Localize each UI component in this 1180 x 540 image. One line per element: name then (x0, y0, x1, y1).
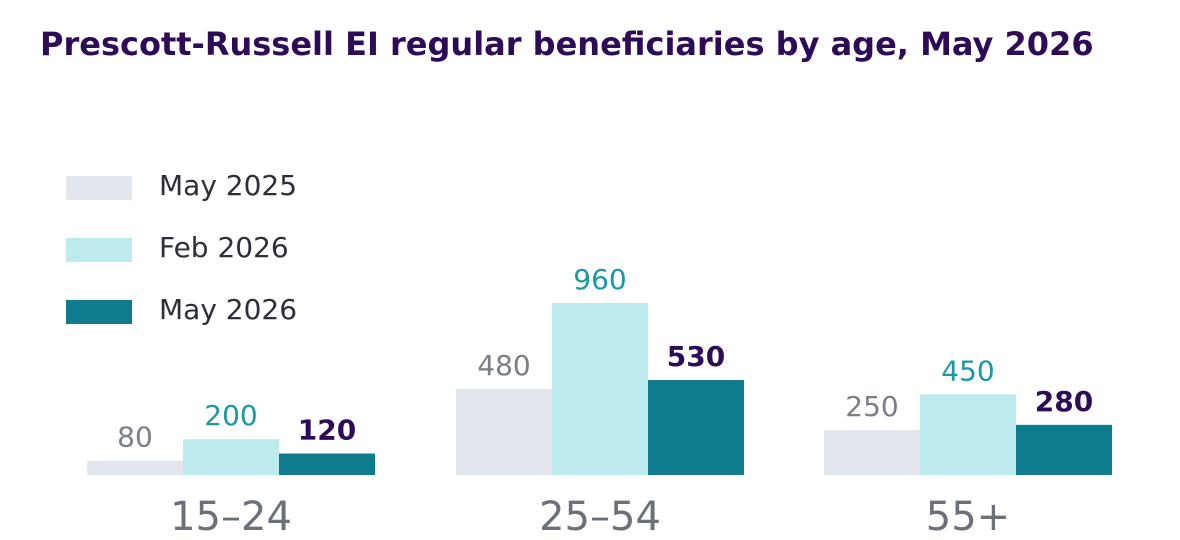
bar-15-24-feb-2026 (183, 439, 279, 475)
data-label-55-may-2025: 250 (845, 390, 898, 423)
bar-55-may-2026 (1016, 424, 1112, 475)
data-label-15-24-may-2025: 80 (117, 421, 153, 454)
chart-title: Prescott-Russell EI regular beneficiarie… (40, 25, 1094, 63)
legend-swatch-may-2025 (66, 176, 132, 200)
bar-15-24-may-2025 (87, 460, 183, 475)
data-label-55-may-2026: 280 (1035, 385, 1093, 418)
bar-15-24-may-2026 (279, 453, 375, 475)
bar-25-54-may-2026 (648, 380, 744, 475)
data-label-15-24-feb-2026: 200 (204, 399, 257, 432)
legend-label-feb-2026: Feb 2026 (159, 231, 289, 264)
bar-25-54-feb-2026 (552, 303, 648, 475)
data-label-25-54-may-2026: 530 (667, 340, 725, 373)
bar-55-may-2025 (824, 430, 920, 475)
data-label-15-24-may-2026: 120 (298, 414, 356, 447)
data-label-25-54-may-2025: 480 (477, 349, 530, 382)
data-label-55-feb-2026: 450 (941, 354, 994, 387)
category-label-55: 55+ (926, 494, 1010, 540)
legend-label-may-2026: May 2026 (159, 293, 298, 326)
legend-swatch-feb-2026 (66, 238, 132, 262)
legend-label-may-2025: May 2025 (159, 169, 298, 202)
bar-25-54-may-2025 (456, 389, 552, 475)
data-label-25-54-feb-2026: 960 (573, 263, 626, 296)
legend-swatch-may-2026 (66, 300, 132, 324)
category-label-15-24: 15–24 (170, 494, 292, 540)
bar-55-feb-2026 (920, 394, 1016, 475)
category-label-25-54: 25–54 (539, 494, 661, 540)
